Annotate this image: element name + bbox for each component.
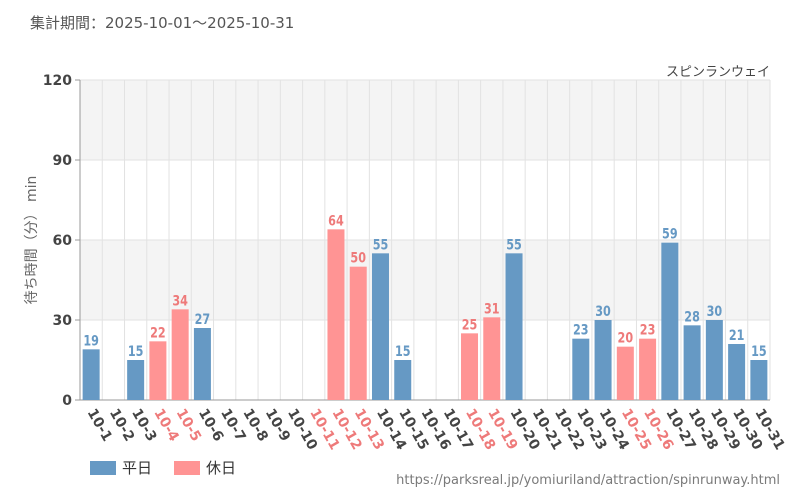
source-url: https://parksreal.jp/yomiuriland/attract…: [396, 473, 780, 488]
background-band: [80, 240, 770, 320]
bar-value-label: 30: [707, 303, 723, 320]
bar: [394, 360, 412, 400]
bar-value-label: 22: [150, 324, 166, 341]
legend-label-weekday: 平日: [122, 459, 153, 477]
bar-value-label: 27: [195, 311, 211, 328]
bar: [750, 360, 768, 400]
bar-value-label: 28: [684, 308, 700, 325]
bar: [483, 317, 501, 400]
attraction-name: スピンランウェイ: [665, 65, 770, 80]
bar: [461, 333, 479, 400]
bar: [127, 360, 145, 400]
bar-value-label: 25: [462, 316, 478, 333]
bar-value-label: 31: [484, 300, 500, 317]
bar-value-label: 21: [729, 327, 745, 344]
y-tick-label: 120: [43, 73, 72, 89]
bar: [349, 266, 367, 400]
bar: [728, 344, 746, 400]
bar: [661, 242, 679, 400]
y-tick-label: 60: [53, 233, 73, 249]
period-label: 集計期間：2025-10-01～2025-10-31: [30, 14, 295, 32]
bar: [505, 253, 523, 400]
legend: 平日 休日: [90, 457, 258, 478]
bar-value-label: 19: [83, 332, 99, 349]
weekday-swatch: [90, 460, 116, 475]
bar: [594, 320, 612, 400]
bar-value-label: 55: [506, 236, 522, 253]
bar: [683, 325, 701, 400]
bar-value-label: 23: [640, 321, 656, 338]
bar-value-label: 64: [328, 212, 344, 229]
bar: [616, 346, 634, 400]
bar: [82, 349, 100, 400]
holiday-swatch: [174, 460, 201, 475]
bar: [327, 229, 345, 400]
bar-value-label: 15: [128, 343, 144, 360]
bar-value-label: 15: [751, 343, 767, 360]
bar-value-label: 34: [172, 292, 188, 309]
bar-value-label: 55: [373, 236, 389, 253]
legend-item-weekday: 平日: [90, 457, 152, 478]
bar-value-label: 23: [573, 321, 589, 338]
bar: [371, 253, 389, 400]
bar: [193, 328, 211, 400]
bar: [705, 320, 723, 400]
y-tick-label: 30: [53, 313, 73, 329]
legend-item-holiday: 休日: [174, 457, 236, 478]
bar: [171, 309, 189, 400]
legend-label-holiday: 休日: [206, 459, 237, 477]
bar: [149, 341, 167, 400]
bar-value-label: 30: [595, 303, 611, 320]
bar-value-label: 59: [662, 225, 678, 242]
bar-value-label: 15: [395, 343, 411, 360]
bar: [572, 338, 590, 400]
bar-value-label: 20: [618, 329, 634, 346]
y-axis-title: 待ち時間（分） min: [24, 176, 40, 305]
y-tick-label: 0: [62, 393, 72, 409]
background-band: [80, 80, 770, 160]
bar-value-label: 50: [350, 249, 366, 266]
bar: [639, 338, 657, 400]
y-tick-label: 90: [53, 153, 73, 169]
